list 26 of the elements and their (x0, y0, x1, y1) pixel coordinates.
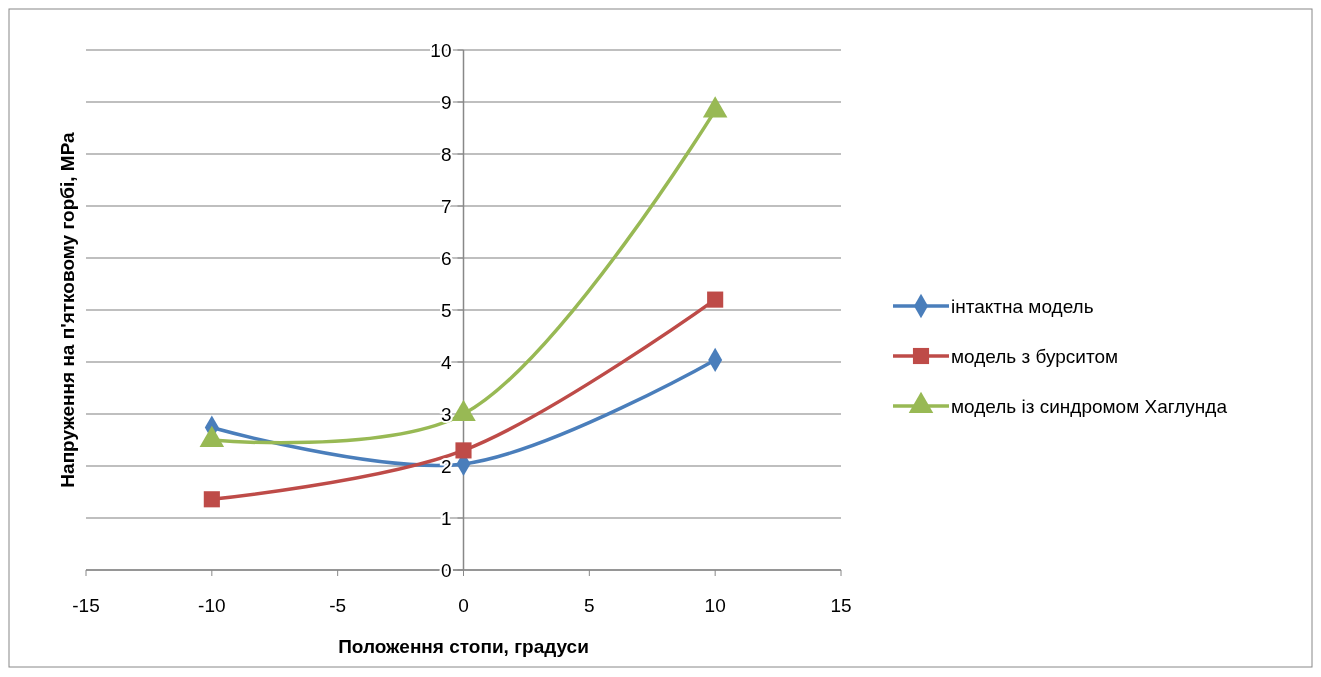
legend-label: інтактна модель (951, 295, 1094, 317)
y-tick-label: 8 (440, 143, 452, 165)
x-tick-label: -15 (72, 595, 100, 616)
y-tick-label: 1 (440, 507, 452, 529)
y-axis-title: Напруження на п'ятковому горбі, МРа (57, 131, 78, 488)
x-axis-title: Положення стопи, градуси (338, 636, 589, 657)
y-tick-label: 10 (430, 39, 452, 61)
point (203, 491, 220, 508)
y-tick-label: 9 (440, 91, 452, 113)
legend-label: модель з бурситом (951, 345, 1119, 367)
x-tick-label: 5 (584, 595, 595, 616)
x-tick-label: 0 (458, 595, 469, 616)
x-tick-label: -5 (329, 595, 347, 616)
x-tick-label: 10 (704, 595, 726, 616)
y-tick-label: 0 (440, 559, 452, 581)
y-tick-label: 3 (440, 403, 452, 425)
y-tick-label: 4 (440, 351, 452, 373)
x-tick-label: 15 (830, 595, 852, 616)
y-tick-label: 5 (440, 299, 452, 321)
y-tick-label: 6 (440, 247, 452, 269)
point (455, 442, 472, 459)
y-tick-label: 7 (440, 195, 452, 217)
point (702, 96, 728, 118)
point (707, 291, 724, 308)
legend-label: модель із синдромом Хаглунда (951, 395, 1228, 417)
x-tick-label: -10 (198, 595, 226, 616)
